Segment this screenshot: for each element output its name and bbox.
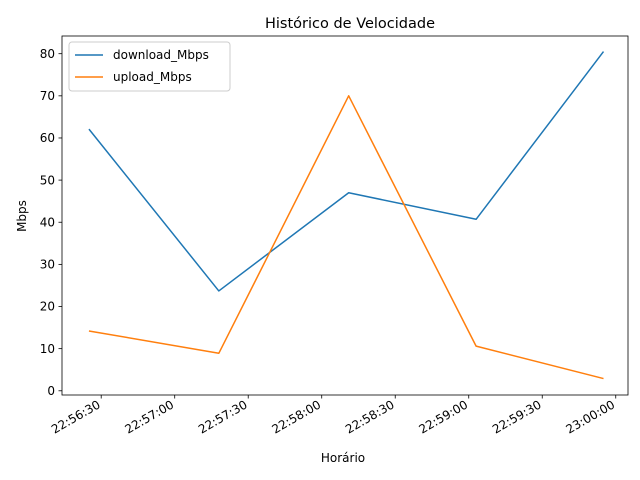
legend-label-upload: upload_Mbps xyxy=(113,70,192,84)
y-tick-label: 10 xyxy=(40,342,55,356)
series-line-download_Mbps xyxy=(88,51,605,292)
y-tick-label: 70 xyxy=(40,89,55,103)
x-tick-label: 22:58:30 xyxy=(343,397,397,436)
x-tick-label: 22:58:00 xyxy=(270,397,324,436)
y-tick-label: 80 xyxy=(40,47,55,61)
chart-title: Histórico de Velocidade xyxy=(265,16,435,32)
y-tick-label: 40 xyxy=(40,215,55,229)
y-tick-label: 50 xyxy=(40,173,55,187)
x-tick-label: 22:59:30 xyxy=(490,397,544,436)
plot-area xyxy=(61,35,629,396)
y-tick-label: 30 xyxy=(40,258,55,272)
legend-label-download: download_Mbps xyxy=(113,48,209,62)
x-tick-label: 23:00:00 xyxy=(564,397,618,436)
x-tick-label: 22:56:30 xyxy=(49,397,103,436)
legend-box xyxy=(68,41,231,92)
series-line-upload_Mbps xyxy=(88,95,604,380)
x-tick-label: 22:59:00 xyxy=(417,397,471,436)
x-axis-label: Horário xyxy=(321,451,365,465)
y-tick-label: 60 xyxy=(40,131,55,145)
x-tick-label: 22:57:00 xyxy=(123,397,177,436)
y-axis: 0 10 20 30 40 50 60 70 80 xyxy=(40,47,62,398)
x-tick-label: 22:57:30 xyxy=(196,397,250,436)
legend: download_Mbps upload_Mbps xyxy=(68,41,231,92)
series-lines xyxy=(88,51,605,380)
y-tick-label: 0 xyxy=(47,384,55,398)
y-tick-label: 20 xyxy=(40,300,55,314)
y-axis-label: Mbps xyxy=(15,200,29,232)
x-axis: 22:56:30 22:57:00 22:57:30 22:58:00 22:58:30… xyxy=(49,395,617,437)
